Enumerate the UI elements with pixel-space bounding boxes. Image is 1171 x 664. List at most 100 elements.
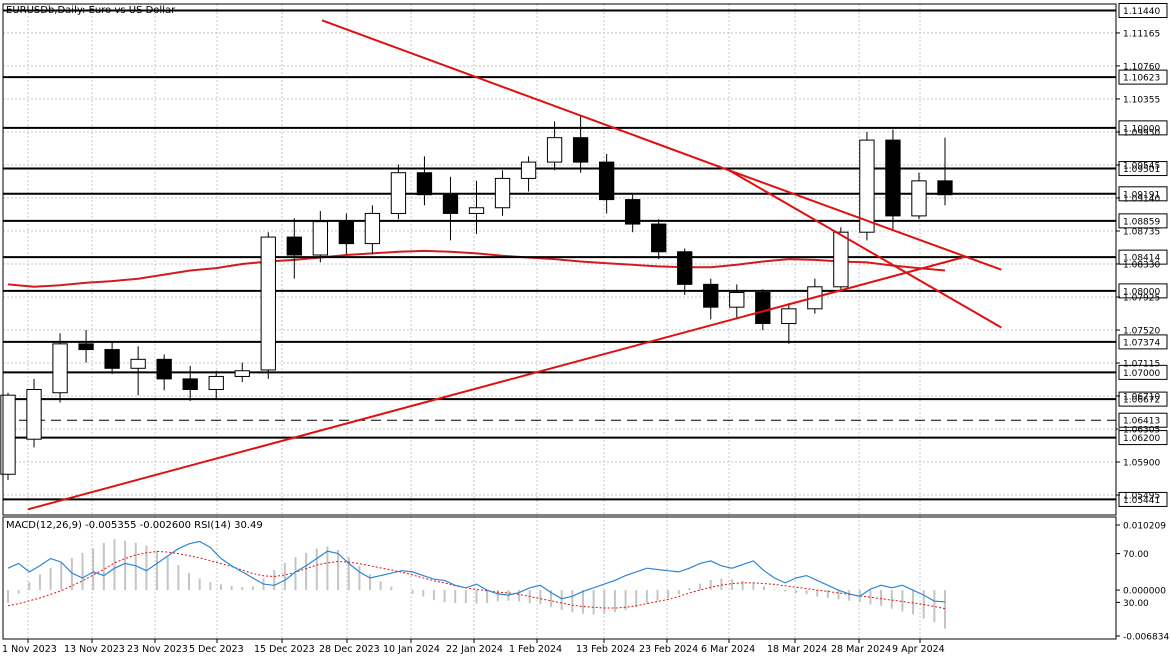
trendline	[27, 255, 967, 511]
candle-body	[416, 172, 433, 196]
level-label: 1.08859	[1123, 217, 1160, 227]
x-tick-label: 10 Jan 2024	[383, 644, 440, 655]
y-tick-label: 1.10760	[1123, 62, 1160, 72]
level-label-box	[1118, 3, 1168, 19]
y-tick-label: 1.10355	[1123, 95, 1160, 105]
level-label: 1.08414	[1123, 254, 1160, 264]
level-label: 1.06672	[1123, 396, 1160, 406]
level-label-box	[1118, 120, 1168, 136]
level-label-box	[1118, 161, 1168, 177]
y-tick-label: 1.09950	[1123, 128, 1160, 138]
candle-body	[625, 199, 641, 225]
y-tick-label: 1.09140	[1123, 194, 1160, 204]
candle-body	[338, 221, 355, 245]
moving-average-layer	[7, 249, 946, 288]
candle-body	[885, 139, 901, 217]
candle-body	[572, 137, 589, 163]
indicator-tick-label: 0.010209	[1123, 522, 1166, 532]
level-label: 1.07000	[1123, 369, 1160, 379]
x-tick-label: 13 Feb 2024	[576, 644, 635, 655]
x-tick-label: 15 Dec 2023	[254, 644, 315, 655]
candle-body	[703, 283, 719, 308]
trendline	[321, 19, 730, 172]
candle-body	[156, 358, 172, 380]
x-tick-label: 28 Mar 2024	[831, 644, 891, 655]
candle-body	[598, 161, 615, 201]
x-tick-label: 6 Mar 2024	[701, 644, 755, 655]
level-label: 1.06413	[1123, 417, 1160, 427]
x-tick-label: 23 Feb 2024	[639, 644, 698, 655]
y-tick-label: 1.11165	[1123, 29, 1160, 39]
level-label: 1.10623	[1123, 74, 1160, 84]
level-label-box	[1118, 69, 1168, 85]
candle-body	[494, 177, 511, 209]
level-label-box	[1118, 213, 1168, 229]
y-tick-label: 1.09545	[1123, 161, 1160, 171]
indicator-plot-frame	[2, 516, 1117, 640]
y-tick-label: 1.07520	[1123, 326, 1160, 336]
trendline	[728, 169, 1002, 329]
candle-body	[468, 207, 485, 214]
y-tick-label: 1.06710	[1123, 393, 1160, 403]
level-label-box	[1118, 412, 1168, 428]
indicator-tick-label: 30.00	[1123, 599, 1149, 609]
candle-body	[182, 378, 198, 390]
candle-body	[0, 394, 16, 475]
y-tick-label: 1.07925	[1123, 293, 1160, 303]
indicator-tick-label: -0.006834	[1123, 633, 1169, 643]
x-tick-label: 1 Nov 2023	[2, 644, 57, 655]
candle-body	[651, 223, 667, 253]
candle-body	[677, 251, 693, 285]
candle-body	[78, 343, 94, 351]
candle-body	[520, 161, 537, 179]
level-lines-layer: 1.11440 1.10623 1.10000 1.09501 1.09191 1.088…	[3, 3, 1168, 507]
candle-body	[781, 308, 797, 324]
trendline	[728, 169, 1002, 271]
level-label: 1.08000	[1123, 287, 1160, 297]
y-tick-label: 1.08330	[1123, 260, 1160, 270]
candle-body	[208, 375, 224, 390]
candle-body	[312, 221, 328, 256]
candle-body	[442, 194, 459, 214]
moving-average-line	[7, 249, 946, 288]
level-label-box	[1118, 364, 1168, 380]
trendlines-layer	[27, 19, 1002, 511]
chart-title: EURUSDb,Daily: Euro vs US Dollar	[6, 5, 176, 16]
y-tick-label: 1.08735	[1123, 227, 1160, 237]
rsi-line	[7, 540, 946, 603]
candle-body	[260, 236, 276, 371]
candle-body	[859, 139, 875, 233]
level-label: 1.06200	[1123, 434, 1160, 444]
level-label-box	[1118, 334, 1168, 350]
level-label-box	[1118, 491, 1168, 507]
candle-body	[937, 180, 953, 196]
level-label-box	[1118, 249, 1168, 265]
y-tick-label: 1.05900	[1123, 459, 1160, 469]
level-label-box	[1118, 391, 1168, 407]
candle-body	[104, 349, 120, 369]
level-label: 1.09191	[1123, 190, 1160, 200]
indicator-tick-label: 0.000000	[1123, 587, 1166, 597]
indicator-tick-label: 70.00	[1123, 550, 1149, 560]
x-tick-label: 23 Nov 2023	[127, 644, 188, 655]
x-tick-label: 5 Dec 2023	[189, 644, 244, 655]
candle-body	[52, 343, 68, 394]
level-label-box	[1118, 283, 1168, 299]
candle-body	[546, 137, 563, 163]
candle-body	[26, 388, 42, 440]
axis-layer: 1 Nov 2023 13 Nov 2023 23 Nov 2023 5 Dec 20…	[2, 29, 1160, 655]
candle-body	[390, 172, 407, 214]
indicator-label: MACD(12,26,9) -0.005355 -0.002600 RSI(14…	[6, 520, 263, 531]
x-tick-label: 1 Feb 2024	[509, 644, 562, 655]
candle-body	[234, 370, 250, 377]
level-label: 1.09501	[1123, 165, 1160, 175]
candle-body	[833, 231, 849, 288]
macd-signal-line	[7, 550, 946, 610]
level-label-box	[1118, 430, 1168, 446]
main-plot-frame	[2, 3, 1117, 516]
candles-layer	[0, 115, 953, 480]
level-label: 1.05441	[1123, 496, 1160, 506]
level-label: 1.11440	[1123, 7, 1160, 17]
